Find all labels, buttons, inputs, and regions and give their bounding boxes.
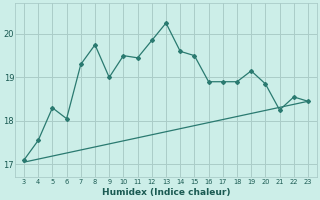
X-axis label: Humidex (Indice chaleur): Humidex (Indice chaleur) [102,188,230,197]
